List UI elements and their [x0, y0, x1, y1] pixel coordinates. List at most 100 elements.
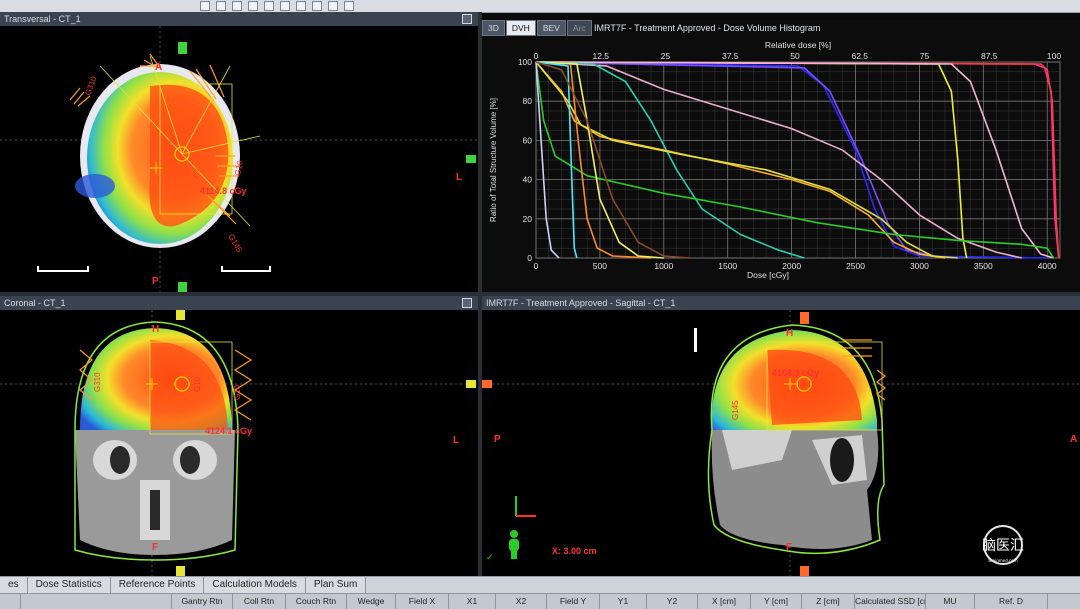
- field-label: G310: [83, 75, 98, 97]
- x2-tick-label: 50: [790, 51, 800, 61]
- dvh-curve-6[interactable]: [535, 61, 1022, 259]
- watermark-subtext: Brainmed.com: [988, 558, 1017, 563]
- x-tick-label: 0: [534, 261, 539, 271]
- dvh-curve-15[interactable]: [535, 61, 690, 259]
- dvh-curve-13[interactable]: [535, 61, 578, 259]
- column-header[interactable]: Field X: [396, 594, 449, 609]
- tab-bev[interactable]: BEV: [536, 20, 566, 36]
- x-tick-label: 4000: [1038, 261, 1057, 271]
- column-header[interactable]: [21, 594, 172, 609]
- y-tick-label: 0: [527, 253, 532, 263]
- view-icon[interactable]: [312, 1, 322, 11]
- column-header[interactable]: [0, 594, 21, 609]
- restore-icon[interactable]: [462, 14, 472, 24]
- bottom-tab[interactable]: Calculation Models: [204, 577, 306, 593]
- transversal-view[interactable]: Transversal - CT_1: [0, 12, 478, 292]
- transversal-dose-label: 4114.8 cGy: [200, 186, 247, 196]
- column-header[interactable]: Ref. D: [975, 594, 1048, 609]
- bottom-tab[interactable]: Dose Statistics: [27, 577, 111, 593]
- dvh-curve-1[interactable]: [535, 61, 1060, 259]
- column-header[interactable]: Y [cm]: [751, 594, 802, 609]
- transversal-image[interactable]: 4114.8 cGy G310 G10 G145 A P L: [0, 26, 478, 292]
- column-header[interactable]: Calculated SSD [cm]: [855, 594, 926, 609]
- column-header[interactable]: MU: [926, 594, 975, 609]
- x2-tick-label: 37.5: [722, 51, 739, 61]
- column-header[interactable]: Z [cm]: [802, 594, 855, 609]
- column-header[interactable]: Couch Rtn: [286, 594, 347, 609]
- field-label: G145: [226, 233, 244, 255]
- tab-arc[interactable]: Arc: [566, 20, 592, 36]
- tab-dvh[interactable]: DVH: [505, 20, 536, 36]
- bottom-tab[interactable]: Reference Points: [110, 577, 205, 593]
- print-icon[interactable]: [296, 1, 306, 11]
- coronal-image[interactable]: 4124.1 cGy G310 G10 G10 H F L: [0, 310, 478, 576]
- field-label: G10: [233, 384, 242, 400]
- orientation-left: L: [456, 172, 462, 183]
- tab-3d[interactable]: 3D: [482, 20, 505, 36]
- scale-bar: [37, 266, 271, 272]
- layout-icon[interactable]: [328, 1, 338, 11]
- field-label: G145: [731, 400, 740, 420]
- orientation-head: H: [152, 324, 159, 335]
- watermark-text: 脑医汇: [983, 538, 1024, 554]
- dvh-curve-2[interactable]: [535, 61, 1048, 259]
- dvh-curve-5[interactable]: [535, 61, 1054, 259]
- watermark: 脑医汇 Brainmed.com: [982, 522, 1065, 568]
- window-icon[interactable]: [248, 1, 258, 11]
- export-icon[interactable]: [280, 1, 290, 11]
- checkmark-icon: ✓: [486, 552, 494, 562]
- dvh-curve-8[interactable]: [535, 61, 946, 259]
- orientation-foot: F: [152, 542, 158, 553]
- orientation-posterior: P: [152, 276, 159, 287]
- x-tick-label: 3000: [910, 261, 929, 271]
- x2-tick-label: 62.5: [851, 51, 868, 61]
- column-header[interactable]: Wedge: [347, 594, 396, 609]
- dvh-curve-3[interactable]: [535, 61, 946, 259]
- panel-divider[interactable]: [0, 292, 1080, 296]
- sagittal-image[interactable]: 4108.3 cGy G145 H F P A ✓ X: 3.00 cm: [482, 310, 1080, 576]
- column-header[interactable]: Y1: [600, 594, 647, 609]
- restore-icon[interactable]: [462, 298, 472, 308]
- column-header[interactable]: Y2: [647, 594, 698, 609]
- sagittal-dose-label: 4108.3 cGy: [772, 368, 819, 378]
- cursor-icon[interactable]: [200, 1, 210, 11]
- dvh-curve-10[interactable]: [535, 61, 1055, 259]
- coronal-title: Coronal - CT_1: [4, 298, 66, 308]
- x2-tick-label: 100: [1047, 51, 1061, 61]
- measure-icon[interactable]: [264, 1, 274, 11]
- settings-icon[interactable]: [344, 1, 354, 11]
- view-tabs: 3D DVH BEV Arc: [482, 20, 593, 36]
- sagittal-titlebar: IMRT7F - Treatment Approved - Sagittal -…: [482, 296, 1080, 310]
- column-header[interactable]: X2: [496, 594, 547, 609]
- column-header[interactable]: X1: [449, 594, 496, 609]
- dvh-curve-12[interactable]: [535, 61, 664, 259]
- orientation-foot: F: [786, 542, 792, 553]
- x-axis-label: Dose [cGy]: [747, 270, 789, 280]
- patient-orientation-icon: [509, 530, 519, 559]
- dvh-view[interactable]: 3D DVH BEV Arc IMRT7F - Treatment Approv…: [482, 20, 1080, 292]
- column-header[interactable]: X [cm]: [698, 594, 751, 609]
- column-header[interactable]: Field Y: [547, 594, 600, 609]
- y-tick-label: 20: [523, 214, 533, 224]
- x2-tick-label: 12.5: [592, 51, 609, 61]
- x-tick-label: 1500: [718, 261, 737, 271]
- pan-icon[interactable]: [232, 1, 242, 11]
- column-header[interactable]: Gantry Rtn: [172, 594, 233, 609]
- coronal-view[interactable]: Coronal - CT_1: [0, 296, 478, 576]
- orientation-posterior: P: [494, 434, 501, 445]
- orientation-anterior: A: [1070, 434, 1077, 445]
- bottom-tab[interactable]: Plan Sum: [305, 577, 367, 593]
- column-header[interactable]: Coll Rtn: [233, 594, 286, 609]
- x-tick-label: 2500: [846, 261, 865, 271]
- dvh-curve-7[interactable]: [535, 61, 805, 259]
- axis-indicator-icon: [515, 496, 536, 517]
- dvh-curve-14[interactable]: [535, 61, 560, 259]
- x-tick-label: 500: [593, 261, 607, 271]
- bottom-tab[interactable]: es: [0, 577, 28, 593]
- zoom-icon[interactable]: [216, 1, 226, 11]
- x-tick-label: 3500: [974, 261, 993, 271]
- coronal-titlebar: Coronal - CT_1: [0, 296, 478, 310]
- dvh-chart[interactable]: 0 500 1000 1500 2000 2500 3000 3500 400002040608…: [482, 36, 1080, 292]
- sagittal-view[interactable]: IMRT7F - Treatment Approved - Sagittal -…: [482, 296, 1080, 576]
